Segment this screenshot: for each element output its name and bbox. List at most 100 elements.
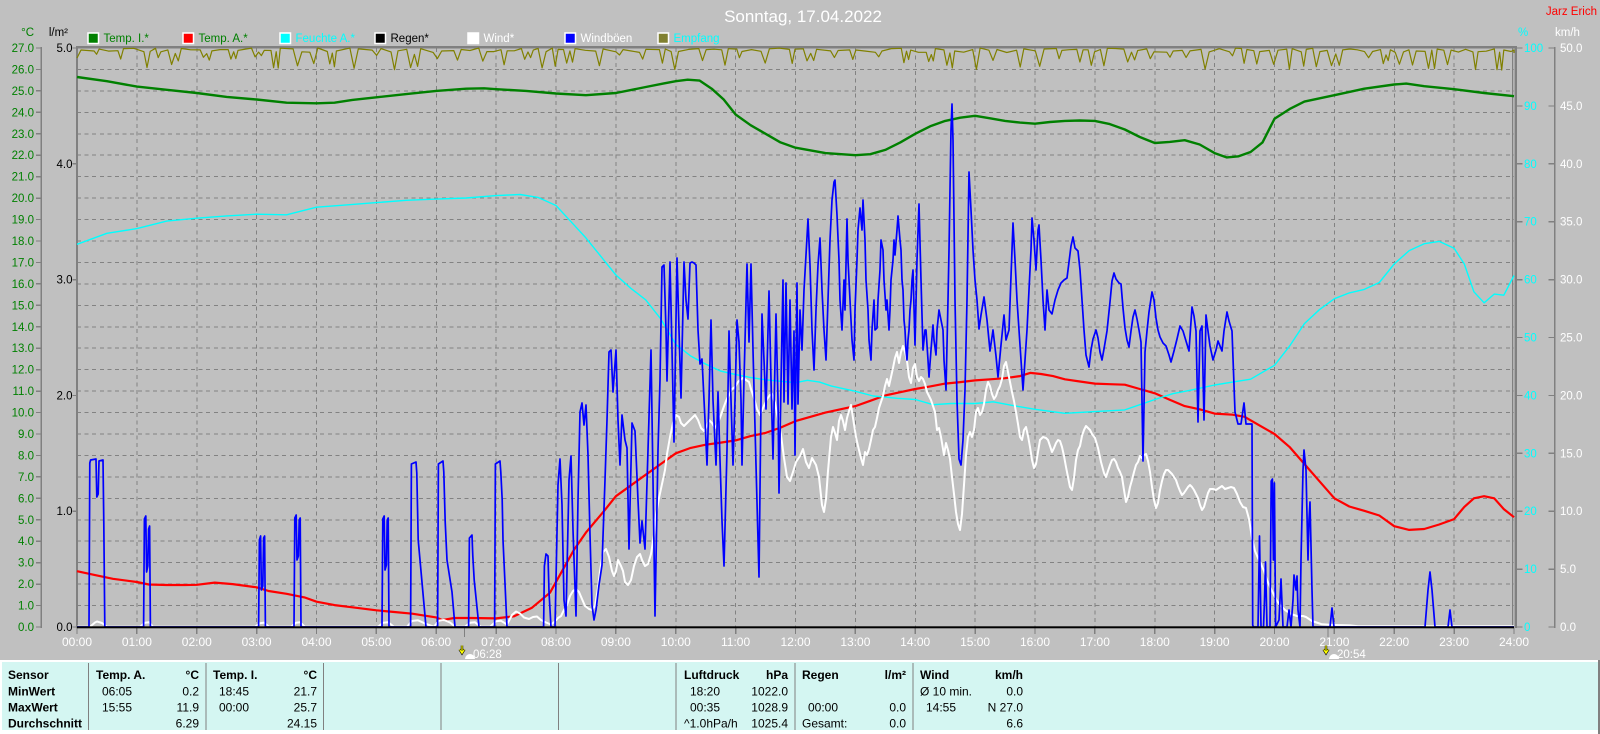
svg-text:Temp. A.: Temp. A. (96, 668, 145, 682)
svg-text:03:00: 03:00 (242, 635, 272, 649)
svg-text:18:20: 18:20 (690, 685, 720, 699)
svg-text:0: 0 (1524, 622, 1530, 634)
svg-text:10.0: 10.0 (1560, 506, 1582, 518)
svg-text:19:00: 19:00 (1200, 635, 1230, 649)
svg-text:17.0: 17.0 (12, 257, 34, 269)
svg-text:50: 50 (1524, 333, 1537, 345)
svg-text:Regen*: Regen* (391, 33, 430, 45)
svg-text:40: 40 (1524, 390, 1537, 402)
svg-text:16.0: 16.0 (12, 279, 34, 291)
svg-text:14.0: 14.0 (12, 322, 34, 334)
svg-text:06:00: 06:00 (421, 635, 451, 649)
svg-text:05:00: 05:00 (361, 635, 391, 649)
svg-text:2.0: 2.0 (57, 390, 73, 402)
svg-text:00:00: 00:00 (62, 635, 92, 649)
svg-text:40.0: 40.0 (1560, 159, 1582, 171)
svg-text:5.0: 5.0 (57, 43, 73, 55)
svg-text:Durchschnitt: Durchschnitt (8, 717, 82, 731)
svg-text:15.0: 15.0 (12, 300, 34, 312)
svg-text:Temp. I.: Temp. I. (213, 668, 257, 682)
svg-text:23:00: 23:00 (1439, 635, 1469, 649)
svg-text:4.0: 4.0 (18, 536, 34, 548)
svg-text:1022.0: 1022.0 (751, 685, 788, 699)
svg-text:Wind: Wind (920, 668, 949, 682)
svg-text:3.0: 3.0 (57, 275, 73, 287)
svg-text:6.0: 6.0 (18, 493, 34, 505)
svg-text:Empfang: Empfang (674, 33, 720, 45)
svg-text:Jarz Erich: Jarz Erich (1546, 6, 1597, 18)
svg-text:10:00: 10:00 (661, 635, 691, 649)
svg-text:30: 30 (1524, 448, 1537, 460)
svg-text:km/h: km/h (995, 668, 1023, 682)
svg-text:26.0: 26.0 (12, 64, 34, 76)
svg-text:11.9: 11.9 (177, 701, 200, 715)
svg-text:15:55: 15:55 (102, 701, 132, 715)
svg-text:6.29: 6.29 (176, 717, 200, 731)
svg-text:22.0: 22.0 (12, 150, 34, 162)
svg-text:0.2: 0.2 (182, 685, 199, 699)
svg-text:35.0: 35.0 (1560, 217, 1582, 229)
svg-text:l/m²: l/m² (885, 668, 906, 682)
svg-text:1.0: 1.0 (57, 506, 73, 518)
svg-text:04:00: 04:00 (301, 635, 331, 649)
svg-text:06:05: 06:05 (102, 685, 132, 699)
svg-text:45.0: 45.0 (1560, 101, 1582, 113)
svg-text:20:00: 20:00 (1259, 635, 1289, 649)
svg-text:18.0: 18.0 (12, 236, 34, 248)
svg-text:01:00: 01:00 (122, 635, 152, 649)
svg-text:8.0: 8.0 (18, 450, 34, 462)
svg-text:90: 90 (1524, 101, 1537, 113)
svg-text:0.0: 0.0 (1560, 622, 1576, 634)
svg-text:Gesamt:: Gesamt: (802, 717, 847, 731)
svg-text:00:00: 00:00 (219, 701, 249, 715)
svg-text:15:00: 15:00 (960, 635, 990, 649)
svg-text:08:00: 08:00 (541, 635, 571, 649)
svg-text:^1.0hPa/h: ^1.0hPa/h (684, 717, 738, 731)
svg-text:Luftdruck: Luftdruck (684, 668, 740, 682)
svg-text:Feuchte A.*: Feuchte A.* (296, 33, 356, 45)
svg-text:MaxWert: MaxWert (8, 701, 58, 715)
svg-text:24.15: 24.15 (287, 717, 317, 731)
svg-text:km/h: km/h (1555, 27, 1580, 39)
svg-text:l/m²: l/m² (49, 27, 68, 39)
svg-text:19.0: 19.0 (12, 215, 34, 227)
svg-text:21.0: 21.0 (12, 172, 34, 184)
svg-text:25.7: 25.7 (294, 701, 318, 715)
svg-text:7.0: 7.0 (18, 472, 34, 484)
svg-text:21:00: 21:00 (1319, 635, 1349, 649)
svg-text:Temp. A.*: Temp. A.* (199, 33, 249, 45)
svg-text:20: 20 (1524, 506, 1537, 518)
svg-text:20.0: 20.0 (1560, 390, 1582, 402)
svg-text:12:00: 12:00 (780, 635, 810, 649)
svg-text:1.0: 1.0 (18, 601, 34, 613)
svg-text:07:00: 07:00 (481, 635, 511, 649)
svg-text:23.0: 23.0 (12, 129, 34, 141)
svg-text:Ø 10 min.: Ø 10 min. (920, 685, 972, 699)
svg-text:12.0: 12.0 (12, 365, 34, 377)
svg-text:11.0: 11.0 (12, 386, 34, 398)
svg-text:70: 70 (1524, 217, 1537, 229)
svg-text:21.7: 21.7 (294, 685, 318, 699)
svg-text:9.0: 9.0 (18, 429, 34, 441)
svg-text:00:35: 00:35 (690, 701, 720, 715)
svg-text:0.0: 0.0 (57, 622, 73, 634)
svg-text:6.6: 6.6 (1006, 717, 1023, 731)
svg-text:10: 10 (1524, 564, 1537, 576)
svg-text:°C: °C (304, 668, 318, 682)
svg-text:18:00: 18:00 (1140, 635, 1170, 649)
svg-text:16:00: 16:00 (1020, 635, 1050, 649)
svg-text:°C: °C (21, 27, 34, 39)
svg-text:20:54: 20:54 (1337, 649, 1366, 661)
svg-text:5.0: 5.0 (18, 515, 34, 527)
svg-text:100: 100 (1524, 43, 1543, 55)
svg-text:14:55: 14:55 (926, 701, 956, 715)
svg-text:0.0: 0.0 (889, 701, 906, 715)
svg-text:15.0: 15.0 (1560, 448, 1582, 460)
svg-text:50.0: 50.0 (1560, 43, 1582, 55)
svg-text:22:00: 22:00 (1379, 635, 1409, 649)
svg-text:06:28: 06:28 (473, 649, 502, 661)
svg-text:3.0: 3.0 (18, 558, 34, 570)
svg-text:18:45: 18:45 (219, 685, 249, 699)
svg-text:Temp. I.*: Temp. I.* (104, 33, 150, 45)
svg-text:14:00: 14:00 (900, 635, 930, 649)
